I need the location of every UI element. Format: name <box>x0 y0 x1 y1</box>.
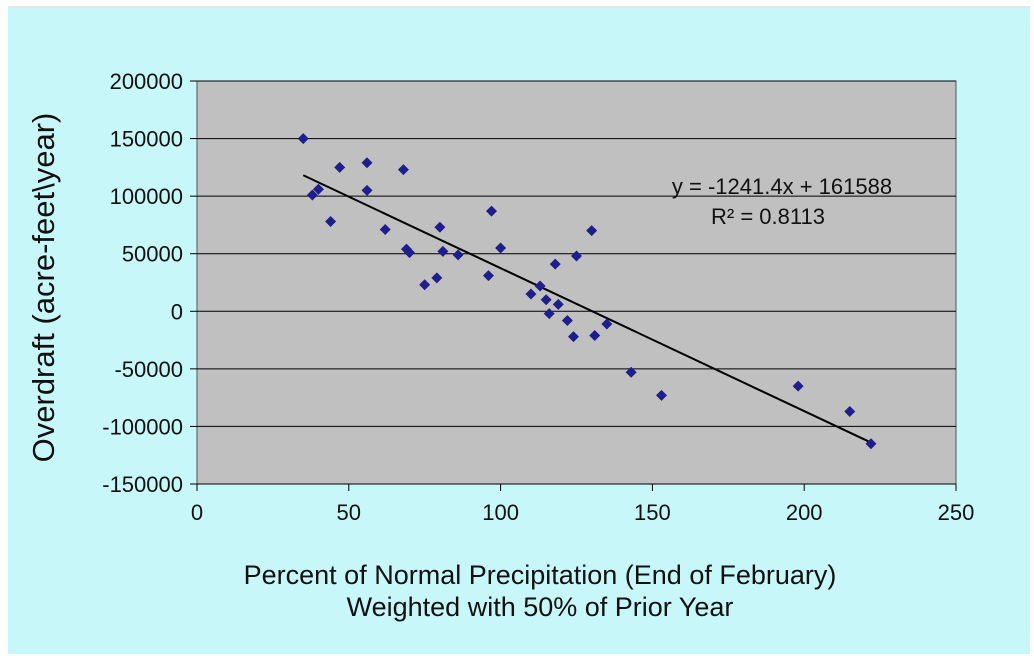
data-point <box>431 272 443 284</box>
data-points <box>297 133 877 450</box>
data-point <box>540 294 552 306</box>
data-point <box>482 270 494 282</box>
data-point <box>865 438 877 450</box>
data-point <box>589 329 601 341</box>
y-tick-label: -150000 <box>102 472 183 497</box>
data-point <box>297 133 309 145</box>
y-tick-label: 0 <box>171 299 183 324</box>
data-point <box>571 250 582 262</box>
data-point <box>404 247 416 259</box>
data-point <box>306 189 318 201</box>
y-axis-label: Overdraft (acre-feet\year) <box>26 113 61 463</box>
data-point <box>334 161 346 173</box>
data-point <box>325 215 337 227</box>
y-tick-label: 150000 <box>110 127 183 152</box>
x-axis-label-line2: Weighted with 50% of Prior Year <box>347 592 734 622</box>
data-point <box>792 380 804 392</box>
data-point <box>549 258 561 270</box>
x-tick-label: 0 <box>191 500 203 525</box>
data-point <box>543 308 555 320</box>
data-point <box>495 242 507 254</box>
data-point <box>525 288 537 300</box>
trendline-equation: y = -1241.4x + 161588 <box>672 174 892 199</box>
scatter-chart: -150000 -100000 -50000 0 50000 100000 150000 20… <box>26 69 974 622</box>
data-point <box>586 225 598 237</box>
data-point <box>656 389 668 401</box>
y-tick-label: 200000 <box>110 69 183 94</box>
y-tick-label: -50000 <box>114 357 183 382</box>
data-point <box>625 366 637 378</box>
x-tick-label: 200 <box>786 500 823 525</box>
x-tick-label: 250 <box>938 500 975 525</box>
data-point <box>844 405 856 417</box>
x-tick-labels: 0 50 100 150 200 250 <box>191 500 974 525</box>
chart-frame: -150000 -100000 -50000 0 50000 100000 150000 20… <box>8 6 1030 654</box>
data-point <box>437 245 449 257</box>
data-point <box>361 184 373 196</box>
data-point <box>361 157 373 169</box>
x-tick-label: 150 <box>634 500 671 525</box>
x-tick-label: 100 <box>482 500 519 525</box>
plot-area <box>196 80 957 485</box>
data-point <box>567 331 579 343</box>
data-point <box>419 279 431 291</box>
data-point <box>379 224 391 236</box>
y-tick-labels: -150000 -100000 -50000 0 50000 100000 150000 20… <box>102 69 183 497</box>
data-point <box>312 183 324 195</box>
data-point <box>397 164 409 176</box>
y-tick-label: 50000 <box>122 242 183 267</box>
trendline-r2: R² = 0.8113 <box>711 204 825 229</box>
data-point <box>534 280 546 292</box>
y-tick-label: 100000 <box>110 184 183 209</box>
x-tick-label: 50 <box>337 500 361 525</box>
data-point <box>552 298 564 310</box>
x-tick-marks <box>196 484 957 491</box>
data-point <box>452 249 464 261</box>
x-axis-label-line1: Percent of Normal Precipitation (End of … <box>244 560 837 590</box>
y-tick-label: -100000 <box>102 414 183 439</box>
data-point <box>434 221 446 233</box>
data-point <box>601 318 613 330</box>
trendline <box>302 174 872 444</box>
data-point <box>485 205 497 217</box>
data-point <box>561 314 573 326</box>
